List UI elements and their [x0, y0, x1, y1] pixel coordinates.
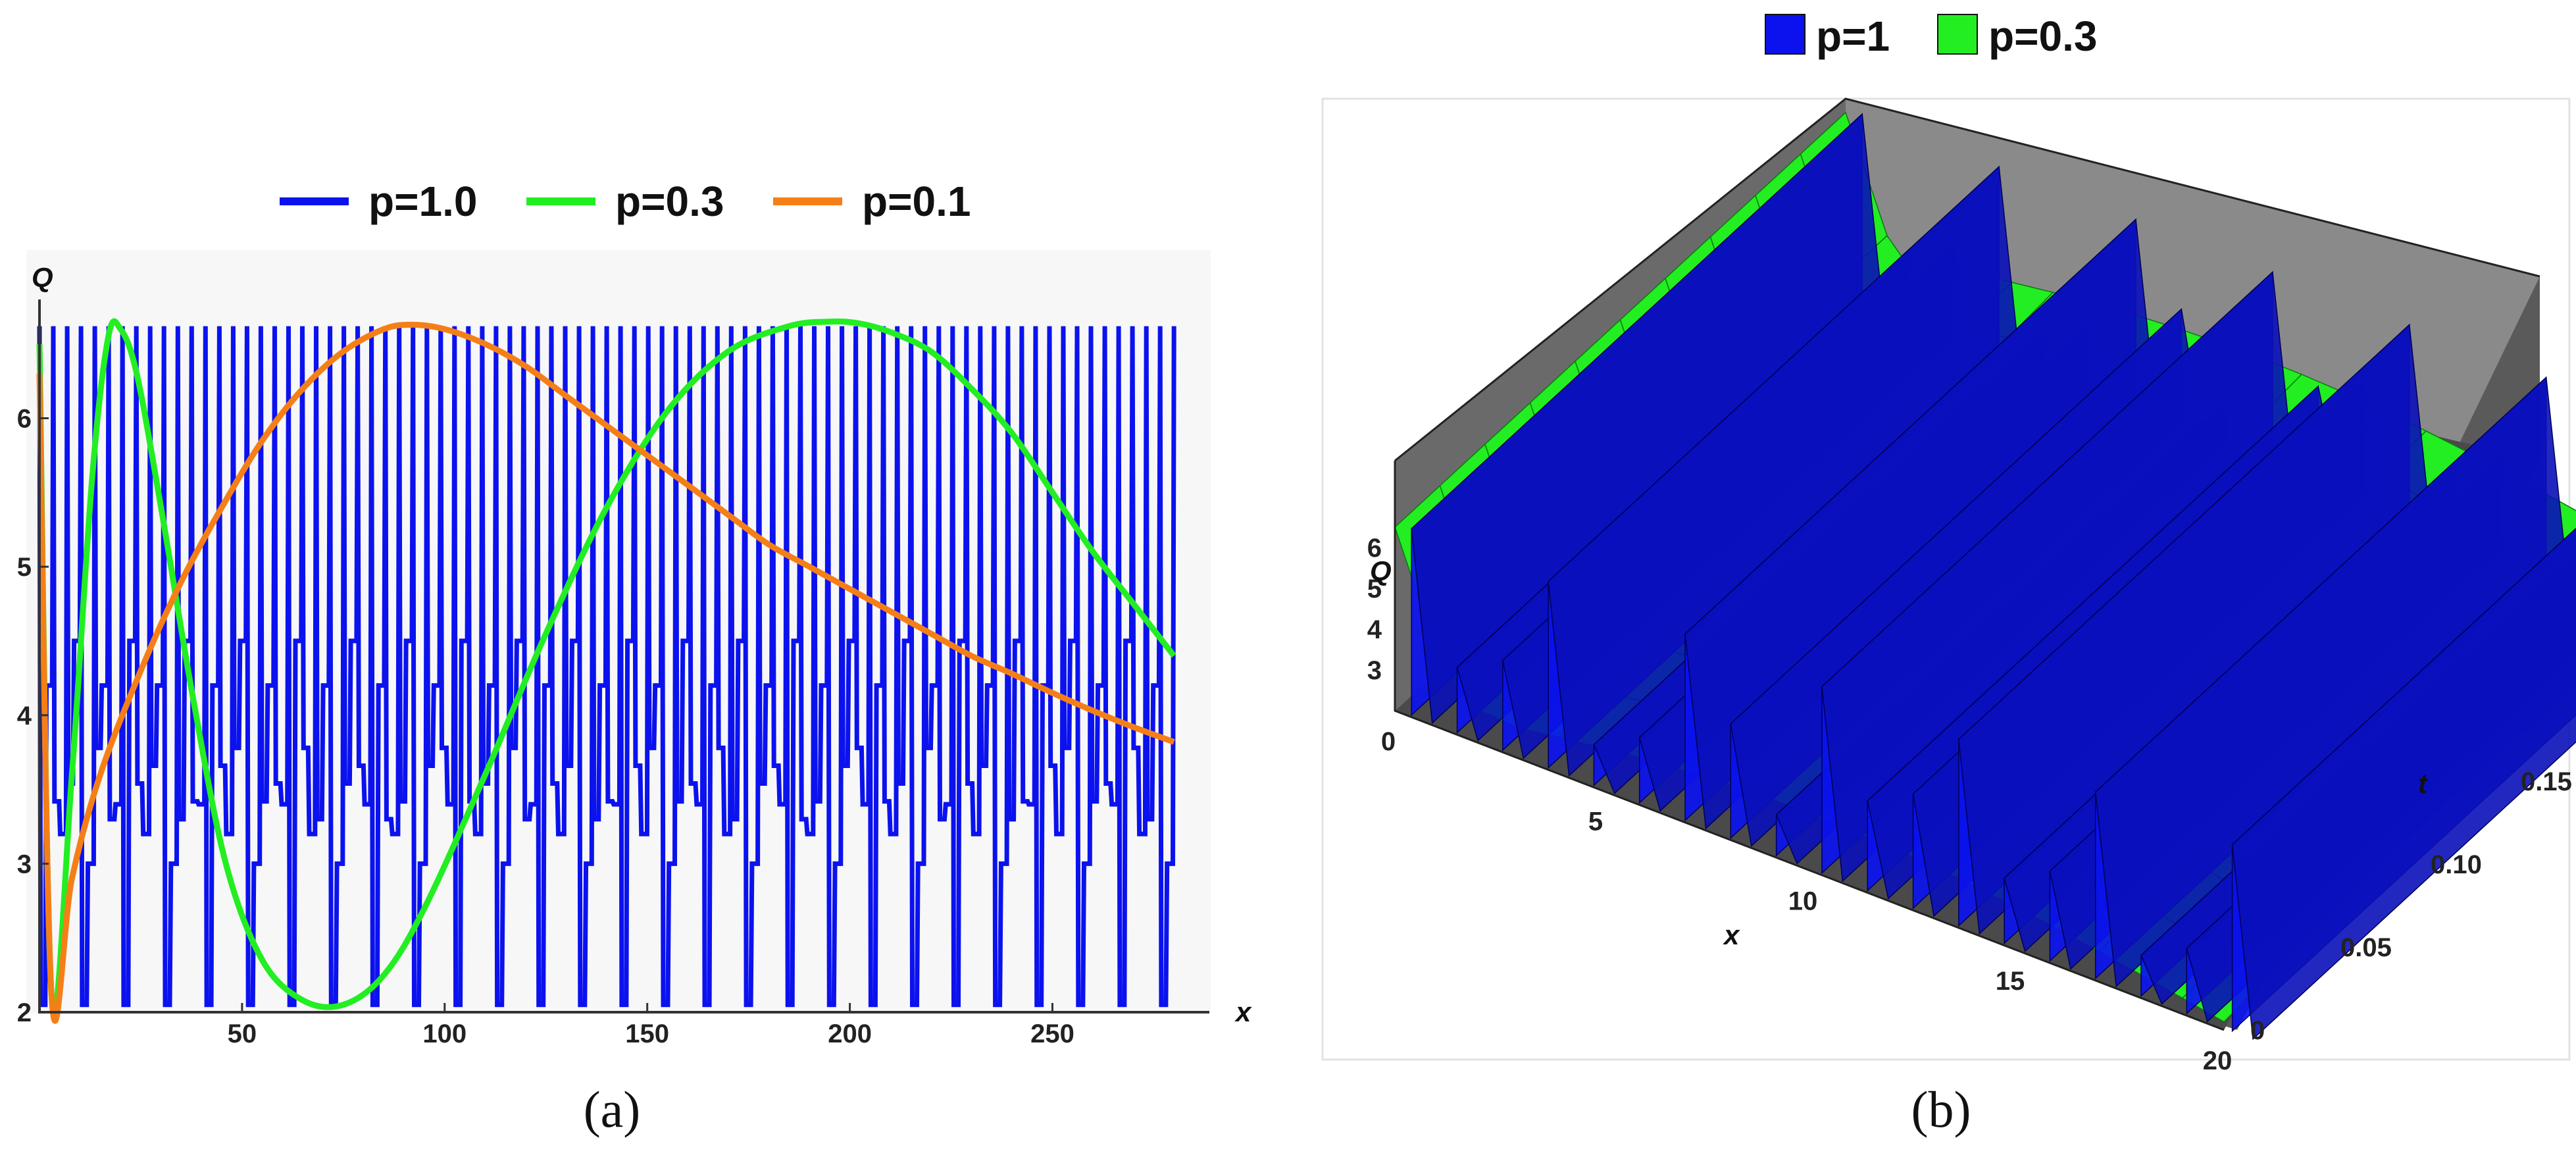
chart-b-t-label: t [2418, 768, 2429, 799]
surface-p1-ridge-face [2231, 527, 2576, 1040]
caption-b: (b) [1911, 1081, 1971, 1138]
chart-a-x-ticks: 50 100 150 200 250 [228, 1003, 1074, 1048]
chart-a-x-tick-label: 50 [228, 1019, 257, 1048]
chart-b-q-label: Q [1370, 555, 1392, 587]
chart-a-x-tick-label: 150 [625, 1019, 669, 1048]
chart-a-y-label: Q [32, 262, 53, 294]
chart-b-x-tick-label: 0 [1381, 727, 1396, 756]
legend-b-swatch-p1 [1765, 14, 1806, 55]
legend-b-label-p1: p=1 [1816, 13, 1890, 60]
chart-a-x-label: x [1234, 996, 1252, 1027]
chart-a-x-tick-label: 200 [828, 1019, 872, 1048]
series-p1-line [37, 326, 1176, 1008]
chart-a-y-tick-label: 5 [17, 553, 32, 582]
chart-b-t-ticks: 00.050.100.150.200.25 [2250, 767, 2572, 1045]
chart-b-x-ticks: 0 5 10 15 20 [1381, 727, 2232, 1075]
chart-b-t-tick-label: 0.10 [2431, 850, 2482, 879]
legend-a-label-p01: p=0.1 [862, 178, 971, 225]
legend-b-label-p03: p=0.3 [1988, 13, 2097, 60]
chart-b-x-tick-label: 10 [1788, 887, 1818, 916]
chart-a-y-tick-label: 2 [17, 998, 32, 1027]
series-p01-line [36, 321, 1175, 1024]
legend-a-label-p03: p=0.3 [615, 178, 724, 225]
chart-a-legend: p=1.0 p=0.3 p=0.1 [280, 178, 971, 225]
box-front-edge [1394, 461, 2225, 1031]
box-top-edge [1394, 97, 2540, 462]
chart-a-x-tick-label: 100 [422, 1019, 467, 1048]
caption-a: (a) [584, 1081, 641, 1138]
chart-b-t-tick-label: 0.05 [2340, 933, 2392, 962]
chart-b-t-tick-label: 0 [2250, 1016, 2265, 1045]
chart-a-y-tick-label: 6 [17, 405, 32, 434]
chart-b-x-tick-label: 5 [1588, 807, 1603, 836]
chart-a-y-ticks: 2 3 4 5 6 [17, 405, 49, 1027]
chart-a-x-tick-label: 250 [1030, 1019, 1074, 1048]
chart-b-q-tick-label: 3 [1367, 656, 1382, 685]
chart-b-q-tick-label: 6 [1367, 534, 1382, 563]
chart-b-t-tick-label: 0.15 [2521, 767, 2572, 796]
chart-b-x-tick-label: 15 [1996, 967, 2025, 996]
legend-b-swatch-p03 [1937, 14, 1978, 55]
chart-a: p=1.0 p=0.3 p=0.1 50 100 150 200 250 2 3 4 5 6 x… [17, 178, 1252, 1138]
series-p03-line [36, 318, 1176, 1015]
chart-b-q-tick-label: 5 [1367, 575, 1382, 603]
chart-a-y-tick-label: 4 [17, 702, 32, 731]
chart-b-legend: p=1 p=0.3 [1765, 13, 2097, 60]
legend-a-label-p1: p=1.0 [368, 178, 477, 225]
chart-b-q-tick-label: 4 [1367, 615, 1382, 644]
chart-b-q-ticks: 3 4 5 6 [1367, 534, 1382, 685]
chart-b-surfaces [1394, 111, 2576, 1040]
chart-b-x-label: x [1723, 919, 1740, 950]
chart-a-y-tick-label: 3 [17, 850, 32, 879]
chart-b-x-tick-label: 20 [2203, 1046, 2233, 1075]
